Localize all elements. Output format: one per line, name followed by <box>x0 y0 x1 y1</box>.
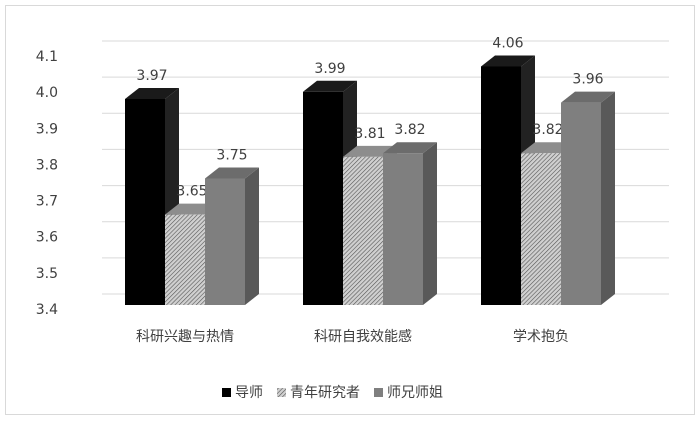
bar-front <box>521 153 561 305</box>
bar-front <box>125 98 165 305</box>
bar-top <box>383 142 437 154</box>
value-label: 3.75 <box>216 148 247 164</box>
legend-label: 师兄师姐 <box>387 385 443 401</box>
x-tick-label: 学术抱负 <box>513 329 569 345</box>
y-tick-label: 3.6 <box>36 230 58 246</box>
y-tick-label: 3.7 <box>36 194 58 210</box>
y-tick-label: 4.1 <box>36 49 58 65</box>
legend-swatch <box>277 388 286 397</box>
value-label: 3.97 <box>136 68 167 84</box>
legend-label: 导师 <box>235 385 263 401</box>
x-tick-label: 科研兴趣与热情 <box>136 329 234 345</box>
value-label: 3.99 <box>314 61 345 77</box>
y-tick-label: 3.9 <box>36 121 58 137</box>
bar-top <box>205 167 259 179</box>
legend-swatch <box>374 388 383 397</box>
bar-front <box>561 102 601 305</box>
value-label: 3.65 <box>176 184 207 200</box>
value-label: 4.06 <box>492 35 523 51</box>
bar-front <box>205 178 245 305</box>
y-tick-label: 4.0 <box>36 85 58 101</box>
legend-swatch <box>222 388 231 397</box>
y-tick-label: 3.4 <box>36 302 58 318</box>
y-tick-label: 3.5 <box>36 266 58 282</box>
value-label: 3.96 <box>572 72 603 88</box>
bar-front <box>343 156 383 305</box>
bar <box>205 167 259 305</box>
bar <box>383 142 437 305</box>
bar-side <box>245 167 259 305</box>
bar <box>561 91 615 305</box>
value-label: 3.81 <box>354 126 385 142</box>
bar-front <box>481 66 521 305</box>
y-tick-label: 3.8 <box>36 157 58 173</box>
value-label: 3.82 <box>394 122 425 138</box>
bar-top <box>481 55 535 67</box>
bar-side <box>601 91 615 305</box>
bar-side <box>423 142 437 305</box>
legend-label: 青年研究者 <box>290 385 360 401</box>
value-label: 3.82 <box>532 122 563 138</box>
bar-top <box>561 91 615 103</box>
bar-front <box>165 214 205 305</box>
bar-front <box>303 91 343 305</box>
x-tick-label: 科研自我效能感 <box>314 328 412 345</box>
bar-front <box>383 153 423 305</box>
bar-top <box>125 87 179 99</box>
bar-top <box>303 80 357 92</box>
